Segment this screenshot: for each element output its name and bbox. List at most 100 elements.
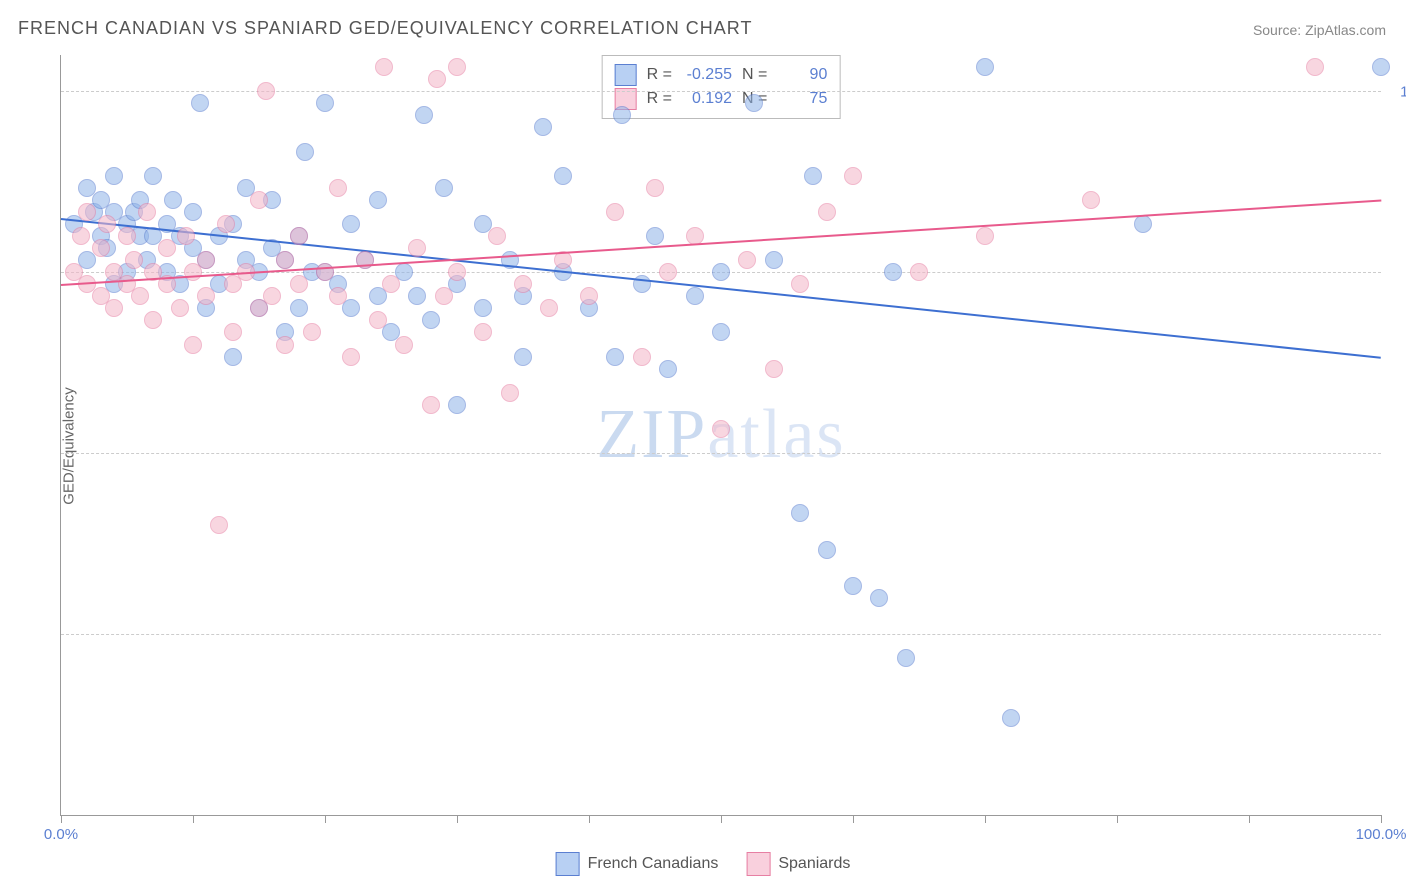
data-point: [197, 287, 215, 305]
x-tick: [589, 815, 590, 823]
data-point: [290, 227, 308, 245]
data-point: [158, 239, 176, 257]
data-point: [395, 336, 413, 354]
stats-r-value: -0.255: [682, 66, 732, 84]
data-point: [745, 94, 763, 112]
stats-row: R =-0.255N =90: [615, 64, 828, 86]
legend-item-french-canadians: French Canadians: [556, 852, 719, 876]
data-point: [448, 263, 466, 281]
x-tick: [1381, 815, 1382, 823]
data-point: [791, 504, 809, 522]
data-point: [408, 287, 426, 305]
data-point: [870, 589, 888, 607]
data-point: [659, 360, 677, 378]
data-point: [580, 287, 598, 305]
x-tick: [1249, 815, 1250, 823]
x-tick: [61, 815, 62, 823]
y-tick-label: 70.0%: [1391, 446, 1406, 463]
bottom-legend: French Canadians Spaniards: [556, 852, 851, 876]
legend-label: Spaniards: [778, 855, 850, 873]
data-point: [144, 167, 162, 185]
data-point: [474, 299, 492, 317]
data-point: [316, 94, 334, 112]
data-point: [765, 251, 783, 269]
data-point: [818, 541, 836, 559]
data-point: [435, 179, 453, 197]
data-point: [276, 251, 294, 269]
data-point: [184, 203, 202, 221]
stats-r-label: R =: [647, 66, 672, 84]
data-point: [415, 106, 433, 124]
data-point: [191, 94, 209, 112]
data-point: [72, 227, 90, 245]
x-tick: [1117, 815, 1118, 823]
legend-swatch-icon: [556, 852, 580, 876]
x-tick: [985, 815, 986, 823]
data-point: [217, 215, 235, 233]
data-point: [474, 323, 492, 341]
data-point: [976, 58, 994, 76]
data-point: [1002, 709, 1020, 727]
data-point: [422, 311, 440, 329]
data-point: [369, 191, 387, 209]
data-point: [712, 263, 730, 281]
data-point: [78, 203, 96, 221]
data-point: [184, 336, 202, 354]
data-point: [92, 239, 110, 257]
data-point: [554, 167, 572, 185]
x-tick: [457, 815, 458, 823]
x-tick: [721, 815, 722, 823]
data-point: [171, 299, 189, 317]
data-point: [804, 167, 822, 185]
data-point: [105, 167, 123, 185]
data-point: [976, 227, 994, 245]
data-point: [646, 179, 664, 197]
data-point: [910, 263, 928, 281]
data-point: [118, 227, 136, 245]
data-point: [105, 299, 123, 317]
data-point: [844, 577, 862, 595]
stats-n-value: 75: [777, 90, 827, 108]
x-tick: [193, 815, 194, 823]
data-point: [765, 360, 783, 378]
data-point: [613, 106, 631, 124]
stats-r-value: 0.192: [682, 90, 732, 108]
data-point: [844, 167, 862, 185]
data-point: [342, 348, 360, 366]
data-point: [408, 239, 426, 257]
data-point: [296, 143, 314, 161]
data-point: [1372, 58, 1390, 76]
data-point: [514, 275, 532, 293]
data-point: [606, 203, 624, 221]
data-point: [435, 287, 453, 305]
data-point: [686, 287, 704, 305]
x-tick-label: 100.0%: [1356, 826, 1406, 843]
stats-r-label: R =: [647, 90, 672, 108]
data-point: [342, 215, 360, 233]
data-point: [897, 649, 915, 667]
source-attribution: Source: ZipAtlas.com: [1253, 22, 1386, 38]
data-point: [448, 58, 466, 76]
data-point: [210, 516, 228, 534]
data-point: [738, 251, 756, 269]
legend-swatch-icon: [746, 852, 770, 876]
data-point: [224, 323, 242, 341]
data-point: [534, 118, 552, 136]
data-point: [369, 311, 387, 329]
data-point: [488, 227, 506, 245]
data-point: [659, 263, 677, 281]
data-point: [428, 70, 446, 88]
data-point: [177, 227, 195, 245]
data-point: [276, 336, 294, 354]
data-point: [633, 348, 651, 366]
data-point: [263, 287, 281, 305]
data-point: [197, 251, 215, 269]
data-point: [250, 191, 268, 209]
x-tick: [325, 815, 326, 823]
data-point: [791, 275, 809, 293]
data-point: [138, 203, 156, 221]
data-point: [329, 287, 347, 305]
data-point: [1134, 215, 1152, 233]
stats-swatch-icon: [615, 64, 637, 86]
chart-title: FRENCH CANADIAN VS SPANIARD GED/EQUIVALE…: [18, 18, 752, 39]
